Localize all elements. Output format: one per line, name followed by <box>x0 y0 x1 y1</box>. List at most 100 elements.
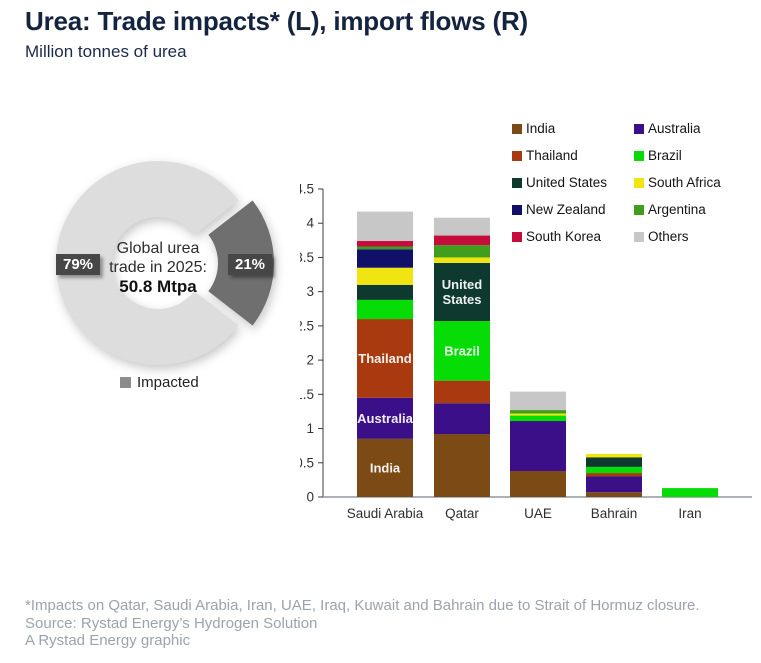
bar-segment-united-states-qatar <box>434 262 490 322</box>
bar-segment-australia-bahrain <box>586 476 642 493</box>
donut-legend-label: Impacted <box>137 374 199 391</box>
bar-label-brazil: Brazil <box>444 343 479 358</box>
bar-segment-argentina-saudi-arabia <box>357 246 413 250</box>
bar-segment-others-saudi-arabia <box>357 211 413 242</box>
bar-label-united-states: United States <box>442 277 483 307</box>
legend-label: India <box>526 121 556 136</box>
legend-item-new-zealand: New Zealand <box>512 202 632 217</box>
x-category-label-uae: UAE <box>524 506 552 521</box>
legend-item-south-africa: South Africa <box>634 175 721 190</box>
bar-segment-india-uae <box>510 470 566 497</box>
bar-segment-argentina-uae <box>510 410 566 414</box>
donut-callout-79: 79% <box>56 254 101 275</box>
donut-center-label: Global urea trade in 2025: 50.8 Mtpa <box>94 239 222 296</box>
legend-label: United States <box>526 175 608 190</box>
bar-label-australia: Australia <box>357 411 413 426</box>
x-category-label-bahrain: Bahrain <box>591 506 638 521</box>
chart-subtitle: Million tonnes of urea <box>25 42 187 61</box>
legend-swatch-icon <box>512 150 522 161</box>
bar-segment-australia-uae <box>510 421 566 471</box>
bar-segment-australia-qatar <box>434 403 490 435</box>
bar-segment-australia-saudi-arabia <box>357 397 413 439</box>
legend-label: Thailand <box>526 148 578 163</box>
y-tick-label: 4 <box>306 216 314 231</box>
legend-item-thailand: Thailand <box>512 148 632 163</box>
bar-segment-thailand-saudi-arabia <box>357 319 413 398</box>
donut-center-line1: Global urea <box>116 240 200 257</box>
legend-label: South Korea <box>526 229 602 244</box>
y-tick-label: 3.5 <box>300 250 314 265</box>
bar-segment-argentina-qatar <box>434 245 490 258</box>
bar-segment-thailand-qatar <box>434 380 490 404</box>
legend-swatch-icon <box>512 231 522 242</box>
x-category-label-iran: Iran <box>678 506 701 521</box>
donut-callout-21: 21% <box>228 254 273 275</box>
bar-segment-brazil-saudi-arabia <box>357 299 413 320</box>
footnote-source: Source: Rystad Energy’s Hydrogen Solutio… <box>25 615 318 632</box>
bar-segment-brazil-iran <box>662 488 718 497</box>
legend-swatch-icon <box>512 123 522 134</box>
legend-label: Brazil <box>648 148 682 163</box>
y-tick-label: 2.5 <box>300 318 314 333</box>
legend-label: South Africa <box>648 175 721 190</box>
bar-label-thailand: Thailand <box>358 351 412 366</box>
bar-segment-south-africa-bahrain <box>586 453 642 458</box>
bar-segment-thailand-bahrain <box>586 473 642 477</box>
footnote-credit: A Rystad Energy graphic <box>25 632 191 649</box>
legend-label: Others <box>648 229 689 244</box>
donut-slice-rest <box>55 161 239 365</box>
legend-swatch-icon <box>512 204 522 215</box>
bar-segment-others-uae <box>510 391 566 411</box>
stacked-bar-chart: 0 0.5 1 1.5 2 2.5 3 3.5 4 4.5 India Australia Thaila… <box>300 182 752 521</box>
legend-item-united-states: United States <box>512 175 632 190</box>
x-category-label-qatar: Qatar <box>445 506 479 521</box>
y-tick-label: 1.5 <box>300 387 314 402</box>
y-tick-label: 1 <box>306 421 314 436</box>
bar-segment-brazil-bahrain <box>586 466 642 474</box>
y-tick-label: 3 <box>306 284 314 299</box>
legend-item-others: Others <box>634 229 721 244</box>
footnote-impacts: *Impacts on Qatar, Saudi Arabia, Iran, U… <box>25 597 700 614</box>
bar-segment-new-zealand-saudi-arabia <box>357 249 413 268</box>
y-tick-label: 0.5 <box>300 455 314 470</box>
bar-segment-india-qatar <box>434 434 490 497</box>
legend-item-australia: Australia <box>634 121 721 136</box>
bar-segment-others-qatar <box>434 217 490 236</box>
bar-segment-brazil-qatar <box>434 321 490 381</box>
legend-item-brazil: Brazil <box>634 148 721 163</box>
chart-title: Urea: Trade impacts* (L), import flows (… <box>25 6 529 36</box>
legend-swatch-icon <box>634 231 644 242</box>
bar-segment-united-states-bahrain <box>586 457 642 467</box>
bar-segment-south-africa-uae <box>510 413 566 416</box>
y-tick-label: 4.5 <box>300 182 314 197</box>
x-category-label-saudi-arabia: Saudi Arabia <box>347 506 424 521</box>
legend-swatch-icon <box>634 150 644 161</box>
bar-segment-south-korea-saudi-arabia <box>357 241 413 247</box>
bar-segment-south-africa-saudi-arabia <box>357 267 413 285</box>
legend-item-india: India <box>512 121 632 136</box>
bar-label-india: India <box>370 460 401 475</box>
legend-item-argentina: Argentina <box>634 202 721 217</box>
donut-legend: Impacted <box>120 374 199 391</box>
legend-label: Australia <box>648 121 701 136</box>
bar-segment-india-saudi-arabia <box>357 438 413 497</box>
bar-segment-south-africa-qatar <box>434 257 490 263</box>
bar-chart-legend: India Australia Thailand Brazil United State… <box>512 121 721 244</box>
legend-swatch-icon <box>634 123 644 134</box>
bar-segment-united-states-saudi-arabia <box>357 284 413 300</box>
legend-label: New Zealand <box>526 202 606 217</box>
impacted-swatch-icon <box>120 377 131 388</box>
y-tick-label: 0 <box>306 490 314 505</box>
legend-swatch-icon <box>512 177 522 188</box>
bar-segment-south-korea-qatar <box>434 235 490 246</box>
y-tick-label: 2 <box>306 353 314 368</box>
bar-segment-brazil-uae <box>510 415 566 422</box>
legend-label: Argentina <box>648 202 706 217</box>
legend-swatch-icon <box>634 204 644 215</box>
legend-swatch-icon <box>634 177 644 188</box>
donut-center-value: 50.8 Mtpa <box>119 277 197 296</box>
bar-segment-india-bahrain <box>586 492 642 497</box>
legend-item-south-korea: South Korea <box>512 229 632 244</box>
donut-center-line2: trade in 2025: <box>109 259 207 276</box>
